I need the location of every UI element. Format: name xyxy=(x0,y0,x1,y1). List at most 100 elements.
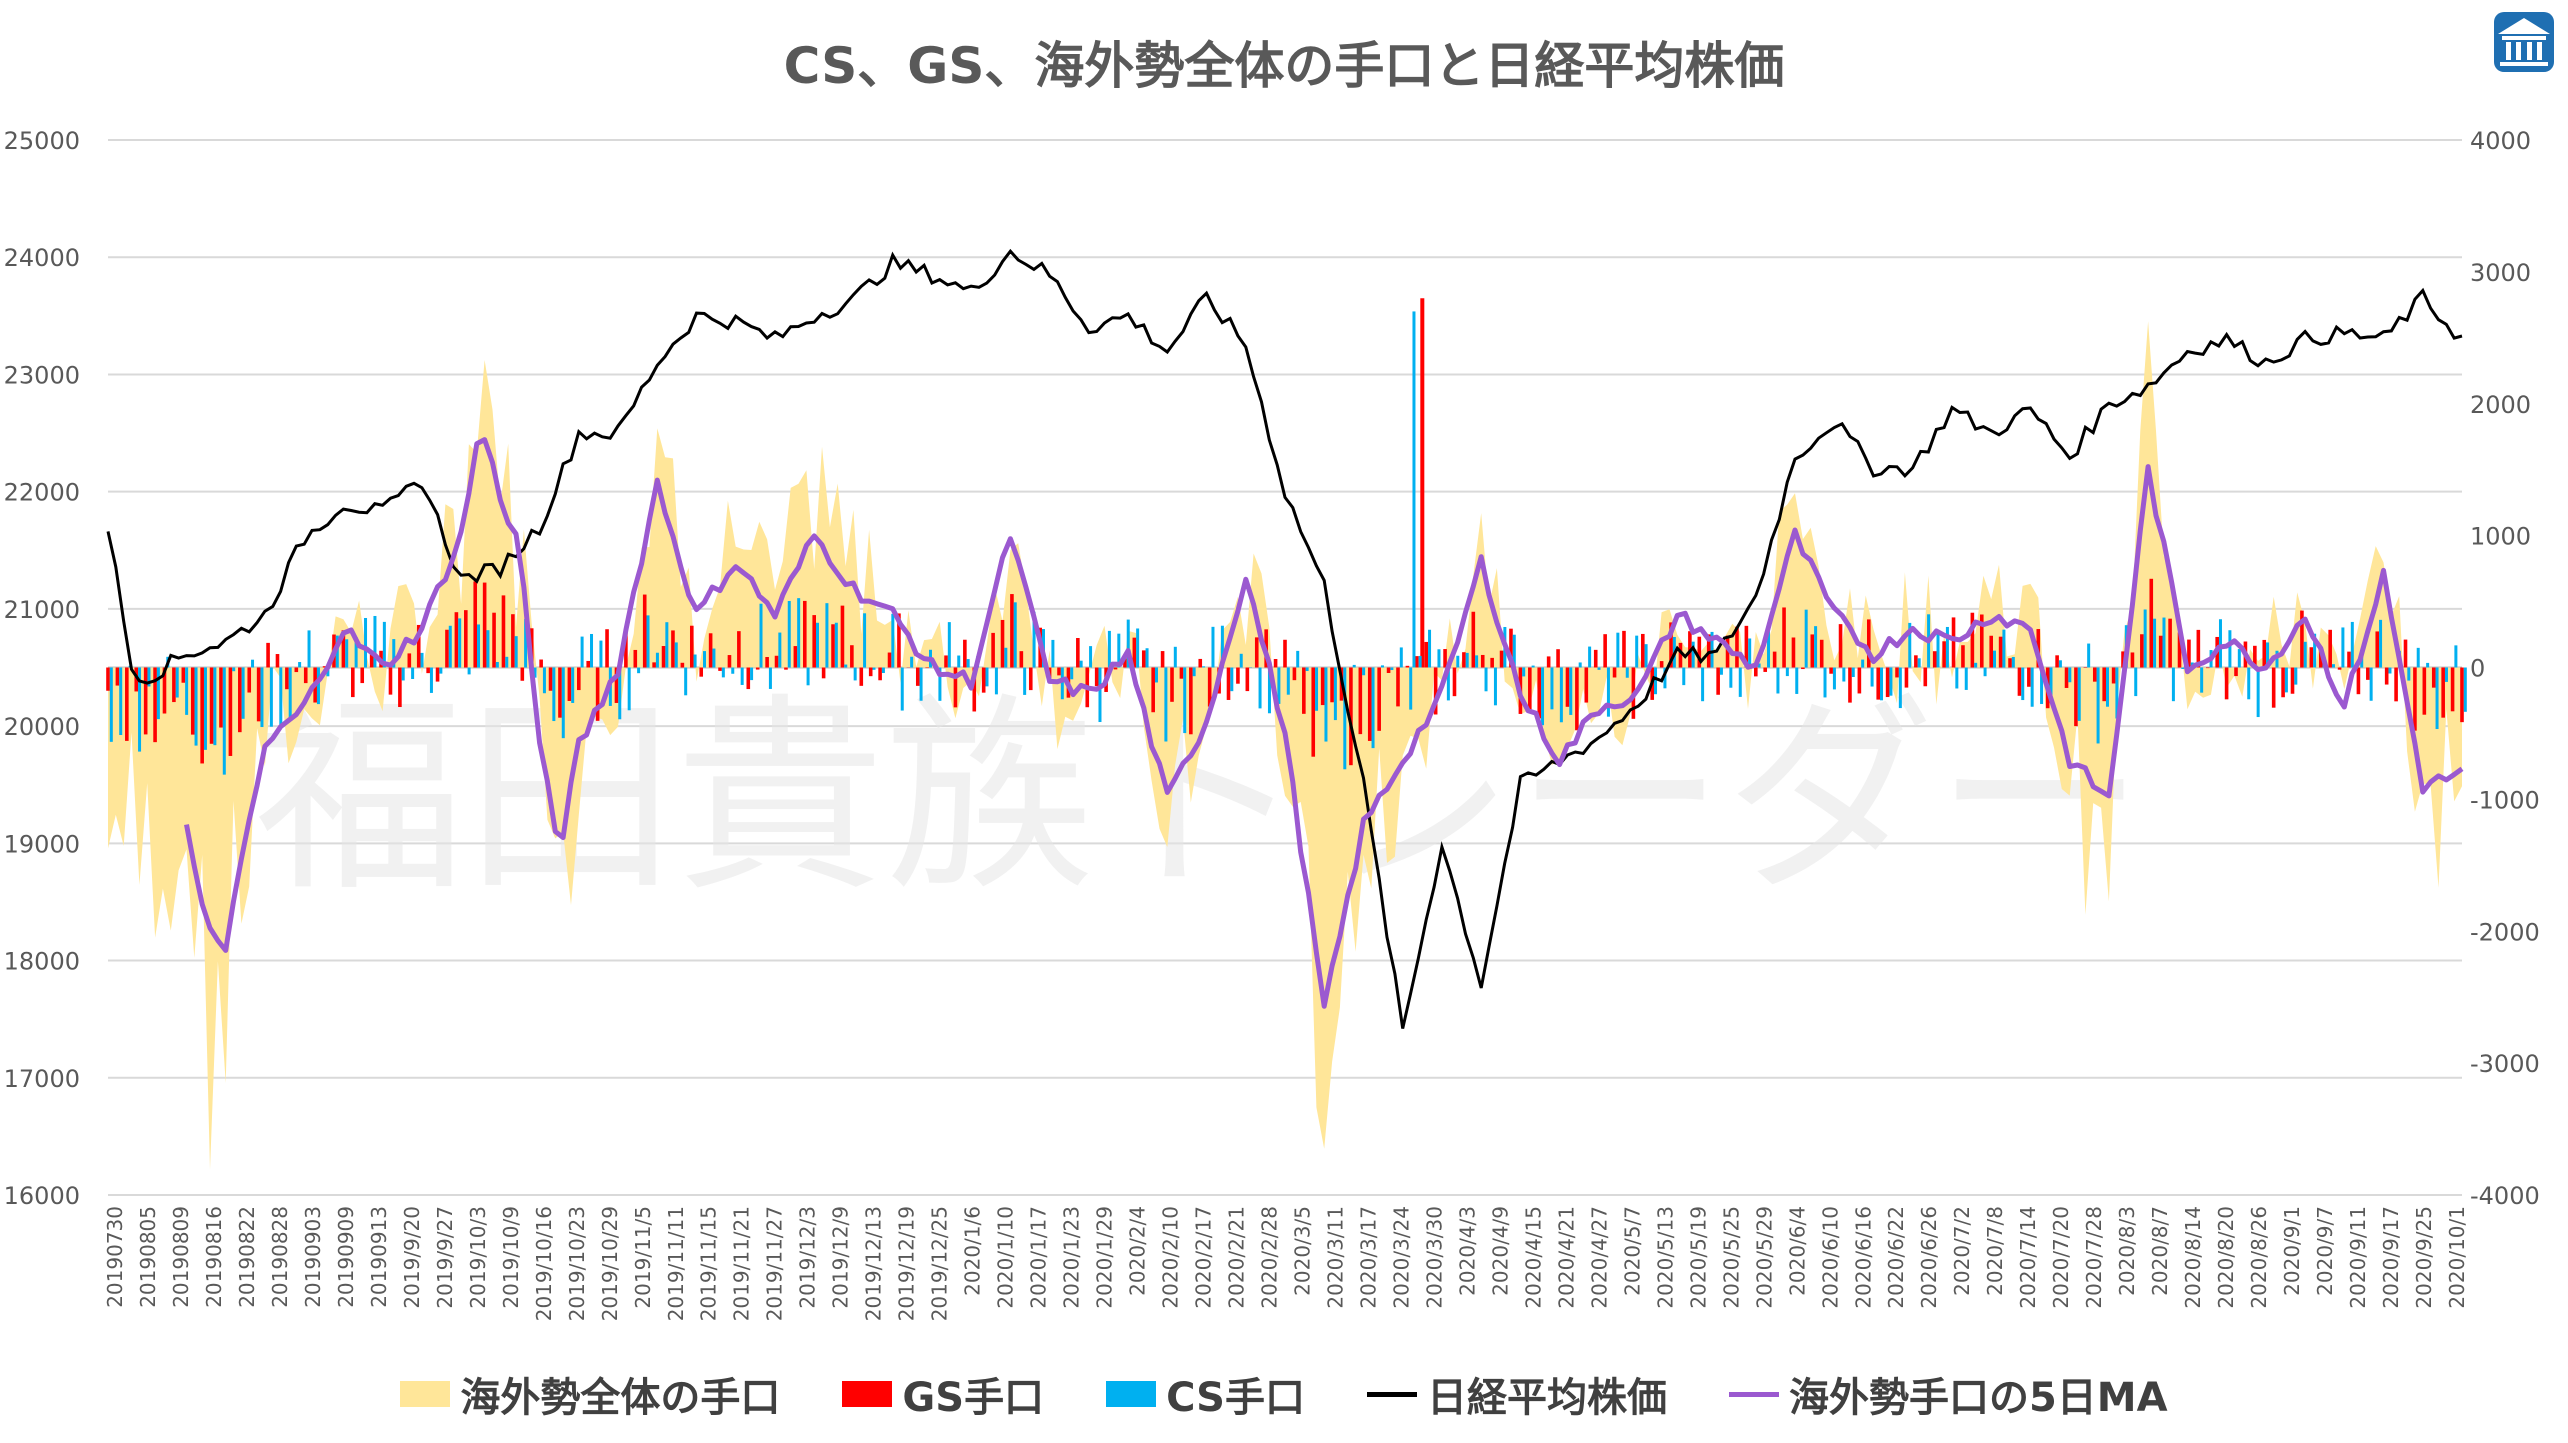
gs-bar xyxy=(2140,634,2144,668)
gs-bar xyxy=(2149,578,2154,668)
gs-bar xyxy=(774,655,779,668)
cs-bar xyxy=(486,630,490,668)
cs-bar xyxy=(1296,650,1300,668)
gs-bar xyxy=(868,667,873,677)
gs-bar xyxy=(1801,667,1805,670)
legend-item-ma5: 海外勢手口の5日MA xyxy=(1728,1365,2168,1423)
x-tick-label: 2019/10/3 xyxy=(466,1206,490,1309)
cs-bar xyxy=(806,667,810,686)
x-tick-label: 2020/3/5 xyxy=(1290,1206,1314,1296)
gs-bar xyxy=(802,600,807,668)
cs-bar xyxy=(1757,663,1761,668)
cs-bar xyxy=(1559,667,1563,723)
x-tick-label: 2019/10/23 xyxy=(565,1206,589,1321)
gs-bar xyxy=(1057,667,1061,676)
cs-bar xyxy=(2341,627,2345,668)
gs-bar xyxy=(445,629,449,668)
x-tick-label: 2019/10/16 xyxy=(532,1206,556,1321)
x-tick-label: 2020/3/24 xyxy=(1389,1206,1413,1309)
gs-bar xyxy=(1725,635,1730,668)
gs-bar xyxy=(2130,652,2135,668)
gs-bar xyxy=(1490,657,1494,668)
gs-bar xyxy=(595,667,600,721)
x-tick-label: 2020/4/27 xyxy=(1587,1206,1611,1309)
cs-bar xyxy=(232,667,236,672)
cs-bar xyxy=(495,661,499,668)
legend-label-overseas: 海外勢全体の手口 xyxy=(460,1375,781,1421)
gs-bar xyxy=(1932,651,1937,668)
cs-bar xyxy=(627,667,631,711)
left-tick-label: 18000 xyxy=(4,948,80,976)
x-tick-label: 2020/1/6 xyxy=(961,1206,985,1296)
legend-swatch-nikkei xyxy=(1366,1391,1417,1397)
gs-bar xyxy=(840,605,845,668)
cs-bar xyxy=(778,632,782,668)
legend-label-gs: GS手口 xyxy=(902,1375,1045,1421)
gs-bar xyxy=(2055,655,2059,668)
cs-bar xyxy=(1569,667,1573,715)
gs-bar xyxy=(1019,651,1024,668)
cs-bar xyxy=(1654,667,1658,695)
cs-bar xyxy=(2426,662,2430,668)
gs-bar xyxy=(416,624,421,668)
right-axis-ticks: -4000 -3000 -2000 -1000 0 1000 2000 3000 4000 xyxy=(2470,127,2540,1210)
gs-bar xyxy=(1744,625,1749,668)
gs-bar xyxy=(1273,659,1278,668)
x-tick-label: 2019/12/13 xyxy=(862,1206,886,1321)
cs-bar xyxy=(448,625,452,668)
gs-bar xyxy=(1226,667,1231,700)
cs-bar xyxy=(1861,659,1865,668)
cs-bar xyxy=(721,667,725,678)
cs-bar xyxy=(1343,667,1347,770)
gs-bar xyxy=(2008,658,2012,668)
cs-bar xyxy=(335,635,339,668)
gs-bar xyxy=(360,667,365,684)
gs-bar xyxy=(2300,610,2304,668)
cs-bar xyxy=(1785,667,1789,677)
cs-bar xyxy=(1164,667,1168,742)
gs-bar xyxy=(1433,667,1438,715)
cs-bar xyxy=(467,667,471,675)
gs-bar xyxy=(661,646,666,668)
cs-bar xyxy=(1107,630,1111,668)
gs-bar xyxy=(991,632,995,668)
cs-bar xyxy=(2011,656,2015,668)
left-tick-label: 24000 xyxy=(4,244,80,272)
cs-bar xyxy=(505,656,509,668)
x-tick-label: 2020/8/7 xyxy=(2148,1206,2172,1296)
x-tick-label: 2020/5/13 xyxy=(1653,1206,1677,1309)
cs-bar xyxy=(957,655,961,668)
gs-bar xyxy=(398,667,402,708)
gs-bar xyxy=(482,582,487,668)
cs-bar xyxy=(2058,660,2062,668)
cs-bar xyxy=(1578,662,1582,668)
gs-bar xyxy=(454,612,459,668)
gs-bar xyxy=(200,667,204,764)
cs-bar xyxy=(1051,639,1055,668)
x-tick-label: 20190909 xyxy=(334,1206,358,1308)
x-tick-label: 2020/2/28 xyxy=(1258,1206,1282,1309)
left-tick-label: 20000 xyxy=(4,713,80,741)
cs-bar xyxy=(1625,667,1629,678)
cs-bar xyxy=(1324,667,1328,742)
right-tick-label: -4000 xyxy=(2470,1182,2540,1210)
gs-bar xyxy=(2413,667,2417,731)
cs-bar xyxy=(1173,646,1177,668)
cs-bar xyxy=(411,667,415,679)
cs-bar xyxy=(1192,667,1196,677)
cs-bar xyxy=(2237,649,2241,668)
left-axis-ticks: 16000 17000 18000 19000 20000 21000 22000 23000… xyxy=(4,127,80,1210)
gs-bar xyxy=(1377,667,1381,731)
cs-bar xyxy=(1013,602,1017,668)
cs-bar xyxy=(1267,667,1271,714)
gs-bar xyxy=(1895,667,1899,678)
gs-bar xyxy=(2158,635,2163,668)
gs-bar xyxy=(1113,667,1118,670)
gs-bar xyxy=(2356,667,2361,695)
cs-bar xyxy=(674,642,678,668)
gs-bar xyxy=(1141,650,1146,668)
cs-bar xyxy=(2379,619,2383,668)
gs-bar xyxy=(2441,667,2445,718)
cs-bar xyxy=(1126,619,1130,668)
gs-bar xyxy=(821,667,826,679)
